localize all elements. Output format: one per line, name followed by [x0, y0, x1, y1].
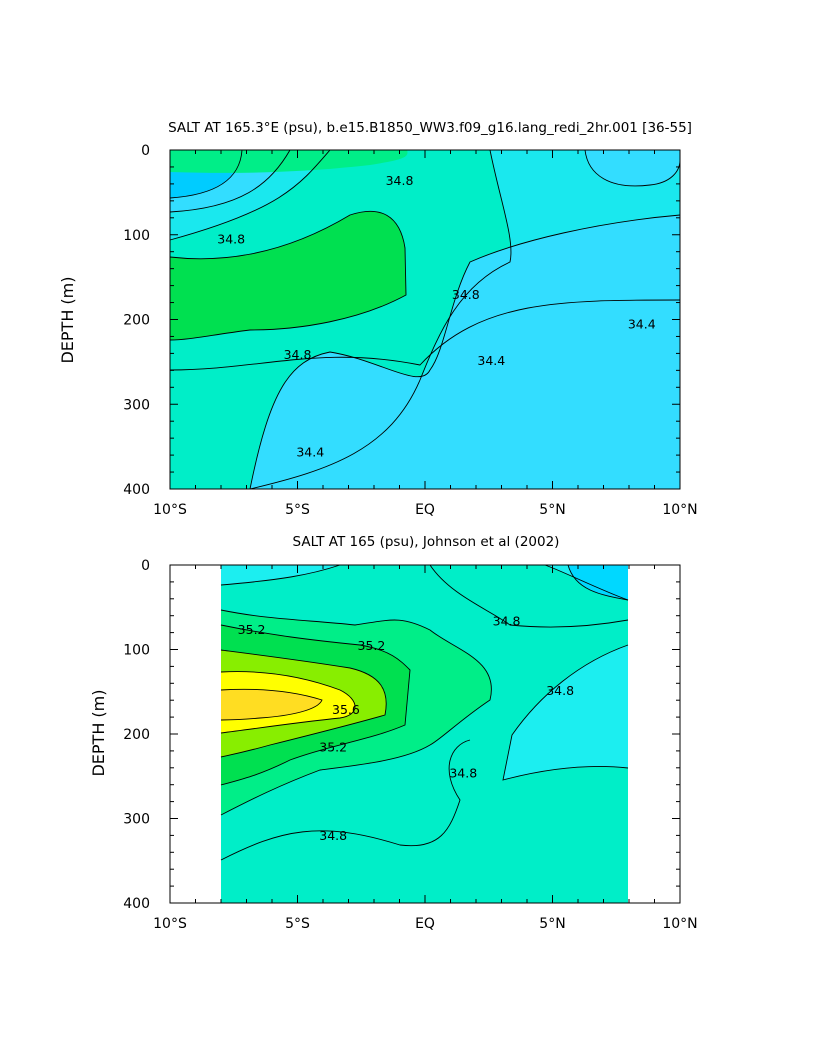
contour-label: 34.4	[628, 316, 656, 331]
axis-ticks: 10°S 5°S EQ 5°N 10°N 0 100 200 300 400	[123, 143, 697, 518]
contour-label: 34.8	[284, 347, 312, 362]
fill-nw-strip	[221, 565, 340, 585]
chart-model-salinity: SALT AT 165.3°E (psu), b.e15.B1850_WW3.f…	[58, 120, 698, 518]
y-axis-label: DEPTH (m)	[89, 689, 108, 776]
y-tick-label: 300	[123, 812, 150, 828]
y-tick-label: 0	[141, 558, 150, 574]
contour-label: 35.2	[358, 638, 386, 653]
contour-lines	[169, 149, 681, 490]
contour-label: 35.6	[332, 702, 360, 717]
y-axis-label: DEPTH (m)	[58, 276, 77, 363]
contour-label: 34.8	[449, 766, 477, 781]
y-tick-label: 400	[123, 482, 150, 498]
y-tick-label: 100	[123, 643, 150, 659]
x-tick-label: EQ	[415, 916, 435, 932]
y-tick-label: 200	[123, 313, 150, 329]
contour-label: 34.4	[477, 353, 505, 368]
fill-ne-low	[585, 150, 680, 186]
fill-east-mid	[503, 645, 628, 780]
y-tick-label: 100	[123, 228, 150, 244]
x-tick-label: 10°N	[662, 916, 697, 932]
contour-label: 34.4	[296, 444, 324, 459]
x-tick-label: 5°S	[285, 502, 310, 518]
x-tick-label: 10°S	[153, 916, 187, 932]
contour-label-layer: 35.2 35.2 35.6 35.2 34.8 34.8 34.8 34.8	[238, 613, 574, 843]
x-tick-label: EQ	[415, 502, 435, 518]
contour-lines	[220, 564, 629, 861]
contour-label-layer: 34.8 34.8 34.8 34.8 34.4 34.4 34.4	[217, 173, 656, 459]
x-tick-label: 10°N	[662, 502, 697, 518]
contour-label: 34.8	[217, 232, 245, 247]
contour-label: 34.8	[546, 683, 574, 698]
axis-ticks: 10°S 5°S EQ 5°N 10°N 0 100 200 300 400	[123, 558, 697, 932]
contour-label: 34.8	[452, 287, 480, 302]
chart-observed-salinity: SALT AT 165 (psu), Johnson et al (2002)	[89, 534, 698, 932]
y-tick-label: 200	[123, 727, 150, 743]
chart-title: SALT AT 165 (psu), Johnson et al (2002)	[293, 534, 560, 550]
x-tick-label: 5°S	[285, 916, 310, 932]
y-tick-label: 0	[141, 143, 150, 159]
y-tick-label: 400	[123, 896, 150, 912]
contour-label: 34.8	[319, 828, 347, 843]
x-tick-label: 10°S	[153, 502, 187, 518]
contour-label: 34.8	[386, 173, 414, 188]
fill-lower-east	[250, 215, 680, 489]
contour-label: 35.2	[238, 622, 266, 637]
y-tick-label: 300	[123, 397, 150, 413]
x-tick-label: 5°N	[539, 916, 565, 932]
chart-title: SALT AT 165.3°E (psu), b.e15.B1850_WW3.f…	[168, 120, 692, 136]
contour-fill-area	[221, 565, 628, 903]
fill-peak-core	[221, 689, 322, 720]
contour-label: 35.2	[319, 739, 347, 754]
contour-fill-area	[170, 150, 680, 489]
x-tick-label: 5°N	[539, 502, 565, 518]
fill-green-tongue	[170, 211, 406, 340]
fill-ne-lowest	[568, 565, 628, 600]
contour-label: 34.8	[493, 613, 521, 628]
fill-high-core	[170, 150, 408, 173]
